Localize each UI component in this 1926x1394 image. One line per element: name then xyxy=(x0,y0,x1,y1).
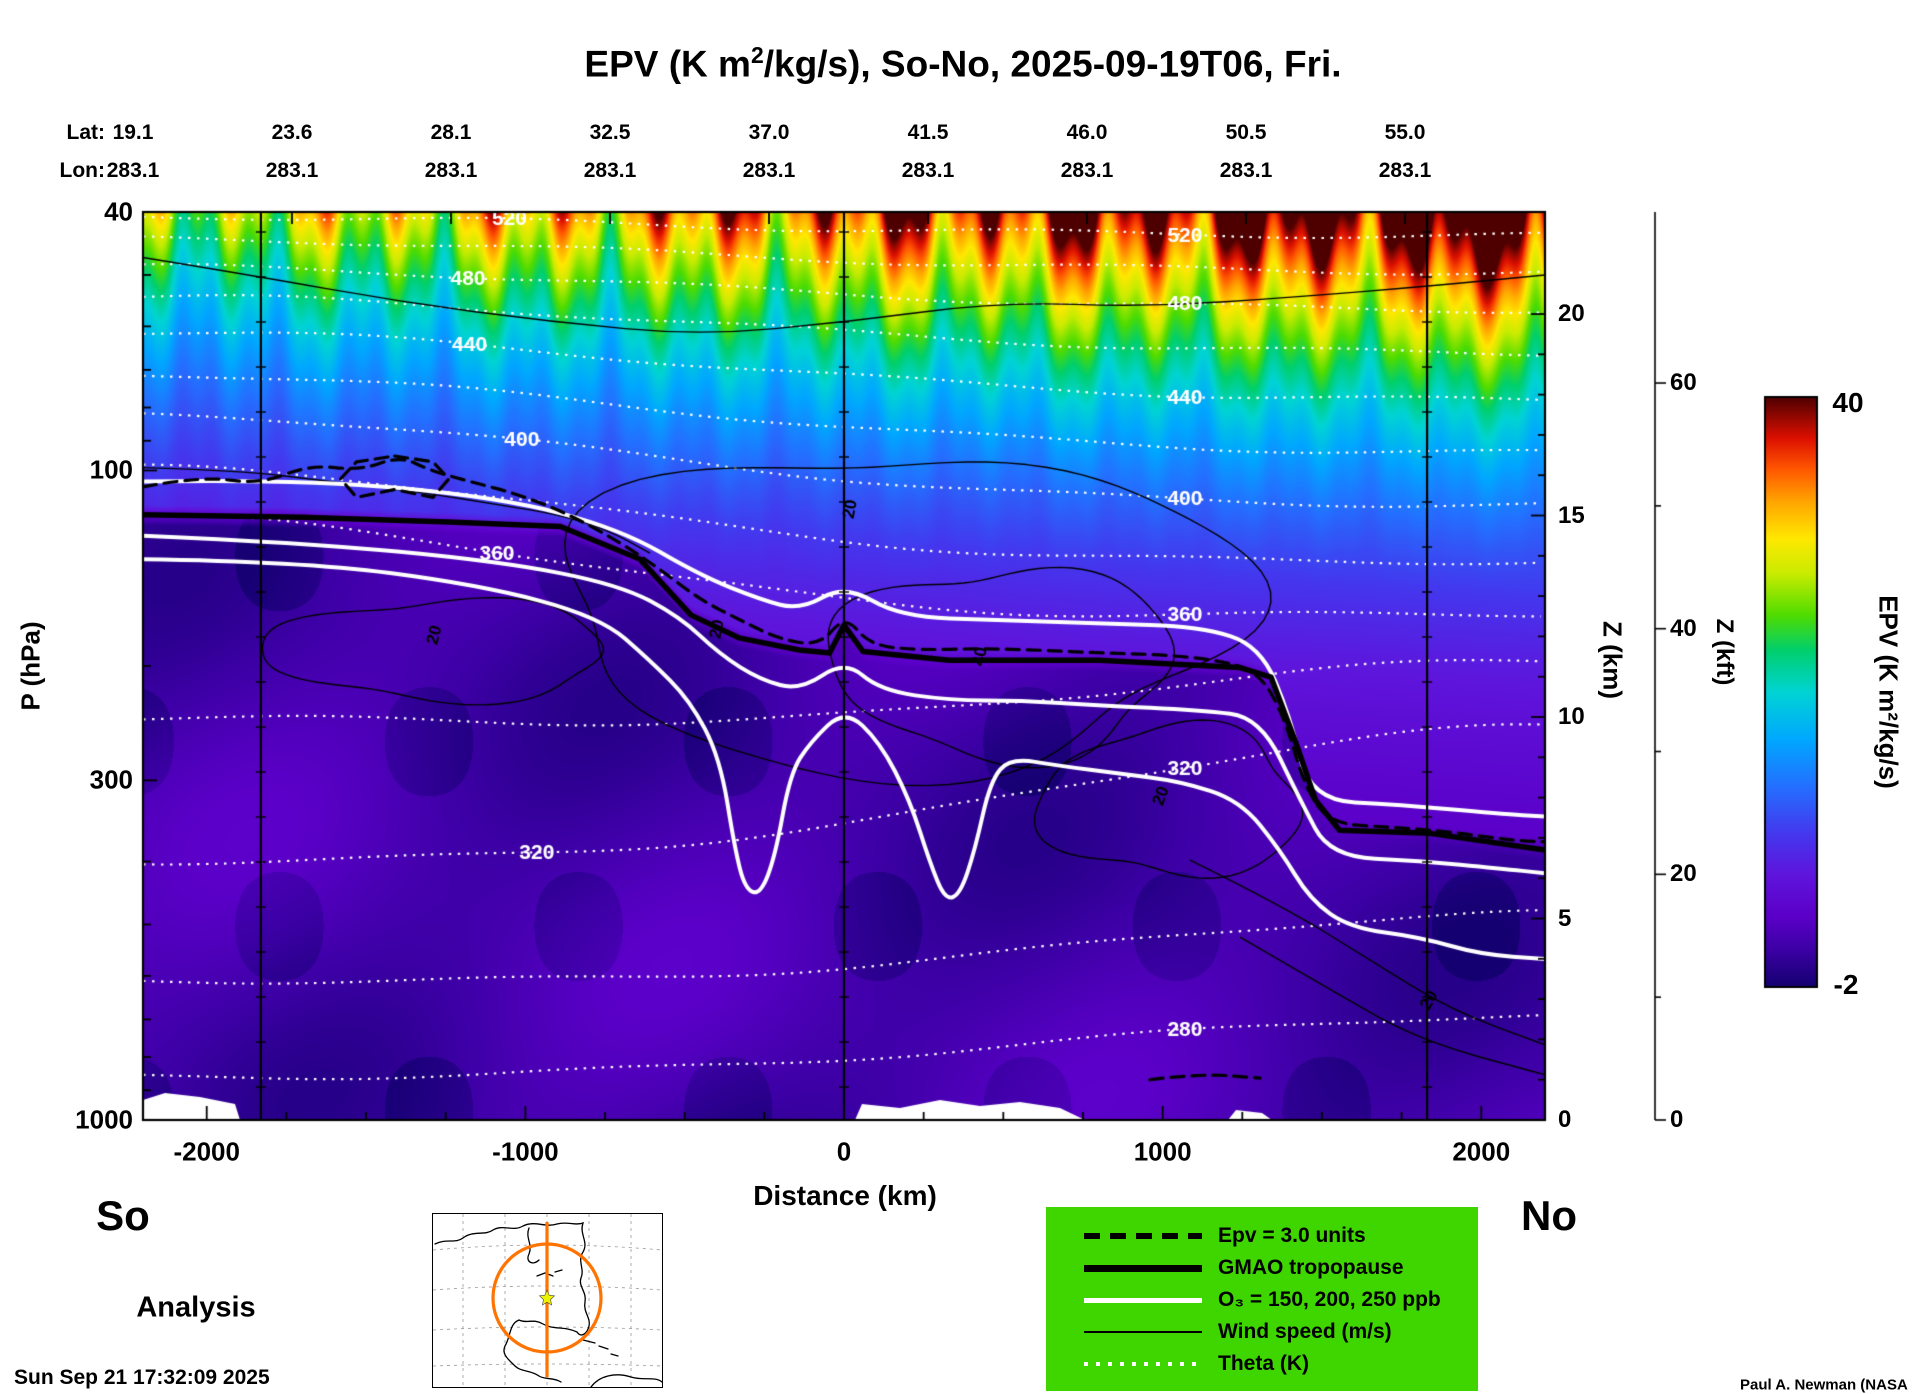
lon-tick-label: 283.1 xyxy=(265,159,319,182)
plot-title: EPV (K m2/kg/s), So-No, 2025-09-19T06, F… xyxy=(0,42,1926,85)
legend: Epv = 3.0 units GMAO tropopause O₃ = 150, … xyxy=(1046,1207,1478,1391)
lon-tick-label: 283.1 xyxy=(583,159,637,182)
z-km-tick-label: 5 xyxy=(1558,904,1572,932)
colorbar-max-label: 40 xyxy=(1832,387,1864,418)
title-post: /kg/s), So-No, 2025-09-19T06, Fri. xyxy=(763,43,1342,85)
legend-item-3: Wind speed (m/s) xyxy=(1046,1316,1478,1348)
z-kft-tick-label: 60 xyxy=(1670,369,1697,397)
legend-item-label: Epv = 3.0 units xyxy=(1218,1224,1366,1247)
lat-tick-label: 37.0 xyxy=(748,121,790,144)
z-km-tick-label: 15 xyxy=(1558,501,1585,529)
lat-tick-label: 41.5 xyxy=(907,121,949,144)
colorbar-min-label: -2 xyxy=(1833,969,1859,1000)
lon-tick-label: 283.1 xyxy=(901,159,955,182)
lon-tick-label: 283.1 xyxy=(106,159,160,182)
z-km-tick-label: 20 xyxy=(1558,300,1585,328)
colorbar-title: EPV (K m²/kg/s) xyxy=(1873,595,1904,789)
distance-tick-label: -1000 xyxy=(492,1136,559,1167)
legend-item-2: O₃ = 150, 200, 250 ppb xyxy=(1046,1284,1478,1316)
north-endpoint-label: No xyxy=(1521,1192,1577,1239)
legend-line-sample-thin-black xyxy=(1084,1331,1202,1333)
lon-tick-label: 283.1 xyxy=(1219,159,1273,182)
midpoint-star xyxy=(538,1289,556,1306)
pressure-tick-label: 1000 xyxy=(75,1104,133,1135)
title-superscript: 2 xyxy=(750,42,764,68)
z-kft-tick-label: 0 xyxy=(1670,1106,1684,1133)
distance-tick-label: 1000 xyxy=(1133,1136,1192,1167)
legend-item-1: GMAO tropopause xyxy=(1046,1252,1478,1284)
pressure-tick-label: 40 xyxy=(104,196,133,227)
lat-tick-label: 32.5 xyxy=(589,121,631,144)
distance-axis-title: Distance (km) xyxy=(753,1180,937,1211)
map-coastline xyxy=(434,1221,663,1388)
legend-line-sample-white-dotted xyxy=(1084,1362,1202,1366)
z-km-axis-title: Z (km) xyxy=(1597,621,1628,699)
title-pre: EPV (K m xyxy=(584,43,751,85)
legend-item-4: Theta (K) xyxy=(1046,1348,1478,1380)
lon-tick-label: 283.1 xyxy=(742,159,796,182)
legend-item-0: Epv = 3.0 units xyxy=(1046,1220,1478,1252)
credit: Paul A. Newman (NASA xyxy=(1740,1376,1908,1394)
pressure-axis-title: P (hPa) xyxy=(15,621,46,711)
legend-line-sample-dashed-black xyxy=(1084,1233,1202,1239)
distance-tick-label: -2000 xyxy=(173,1136,240,1167)
distance-tick-label: 2000 xyxy=(1452,1136,1511,1167)
timestamp: Sun Sep 21 17:32:09 2025 xyxy=(14,1366,270,1389)
lon-row-label: Lon: xyxy=(59,159,105,182)
lat-tick-label: 19.1 xyxy=(112,121,154,144)
z-km-tick-label: 10 xyxy=(1558,703,1585,731)
z-kft-axis-title: Z (kft) xyxy=(1711,618,1738,686)
legend-item-label: O₃ = 150, 200, 250 ppb xyxy=(1218,1288,1441,1311)
lon-tick-label: 283.1 xyxy=(1378,159,1432,182)
analysis-label: Analysis xyxy=(136,1291,256,1324)
lat-tick-label: 28.1 xyxy=(430,121,472,144)
z-kft-tick-label: 40 xyxy=(1670,614,1697,642)
lat-tick-label: 23.6 xyxy=(271,121,313,144)
legend-line-sample-thick-black xyxy=(1084,1264,1202,1272)
pressure-tick-label: 100 xyxy=(89,454,133,485)
map-inset-svg xyxy=(432,1214,663,1388)
z-km-tick-label: 0 xyxy=(1558,1106,1572,1133)
lon-tick-label: 283.1 xyxy=(1060,159,1114,182)
legend-item-label: GMAO tropopause xyxy=(1218,1256,1404,1279)
south-endpoint-label: So xyxy=(96,1192,150,1239)
legend-item-label: Wind speed (m/s) xyxy=(1218,1320,1392,1343)
lon-tick-label: 283.1 xyxy=(424,159,478,182)
lat-row-label: Lat: xyxy=(66,121,106,144)
map-inset xyxy=(432,1213,663,1388)
legend-item-label: Theta (K) xyxy=(1218,1352,1309,1375)
lat-tick-label: 46.0 xyxy=(1066,121,1108,144)
lat-tick-label: 55.0 xyxy=(1384,121,1426,144)
lat-tick-label: 50.5 xyxy=(1225,121,1267,144)
pressure-tick-label: 300 xyxy=(89,764,133,795)
z-kft-tick-label: 20 xyxy=(1670,860,1697,888)
legend-line-sample-white-solid xyxy=(1084,1297,1202,1303)
distance-tick-label: 0 xyxy=(836,1136,852,1167)
